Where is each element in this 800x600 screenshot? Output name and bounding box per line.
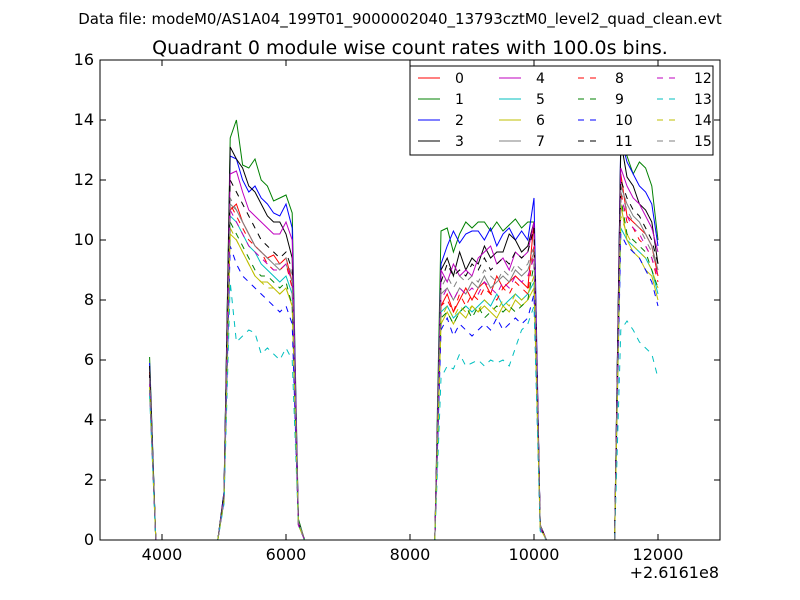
legend-label-8: 8 bbox=[615, 71, 624, 87]
y-tick-label: 10 bbox=[74, 230, 94, 249]
chart-title: Quadrant 0 module wise count rates with … bbox=[152, 37, 668, 59]
legend-label-15: 15 bbox=[694, 134, 712, 150]
legend-label-1: 1 bbox=[455, 92, 464, 108]
legend-label-6: 6 bbox=[536, 113, 545, 129]
legend-label-7: 7 bbox=[536, 134, 545, 150]
legend-label-13: 13 bbox=[694, 92, 712, 108]
y-tick-label: 16 bbox=[74, 50, 94, 69]
y-tick-label: 6 bbox=[84, 350, 94, 369]
legend-label-2: 2 bbox=[455, 113, 464, 129]
legend-label-11: 11 bbox=[615, 134, 633, 150]
legend-label-9: 9 bbox=[615, 92, 624, 108]
x-tick-label: 4000 bbox=[142, 545, 183, 564]
y-tick-label: 0 bbox=[84, 530, 94, 549]
y-tick-label: 8 bbox=[84, 290, 94, 309]
x-tick-label: 6000 bbox=[266, 545, 307, 564]
legend-label-3: 3 bbox=[455, 134, 464, 150]
legend-label-0: 0 bbox=[455, 71, 464, 87]
y-tick-label: 12 bbox=[74, 170, 94, 189]
legend-box bbox=[409, 65, 714, 156]
y-tick-label: 14 bbox=[74, 110, 94, 129]
x-tick-label: 8000 bbox=[390, 545, 431, 564]
legend-label-14: 14 bbox=[694, 113, 712, 129]
y-tick-label: 2 bbox=[84, 470, 94, 489]
legend-label-12: 12 bbox=[694, 71, 712, 87]
legend-label-10: 10 bbox=[615, 113, 633, 129]
legend-label-4: 4 bbox=[536, 71, 545, 87]
series-line-10 bbox=[149, 233, 659, 541]
y-tick-label: 4 bbox=[84, 410, 94, 429]
x-tick-label: 10000 bbox=[509, 545, 560, 564]
x-tick-label: 12000 bbox=[633, 545, 684, 564]
legend-label-5: 5 bbox=[536, 92, 545, 108]
figure-suptitle: Data file: modeM0/AS1A04_199T01_90000020… bbox=[78, 10, 722, 29]
x-axis-offset-label: +2.6161e8 bbox=[630, 563, 719, 582]
